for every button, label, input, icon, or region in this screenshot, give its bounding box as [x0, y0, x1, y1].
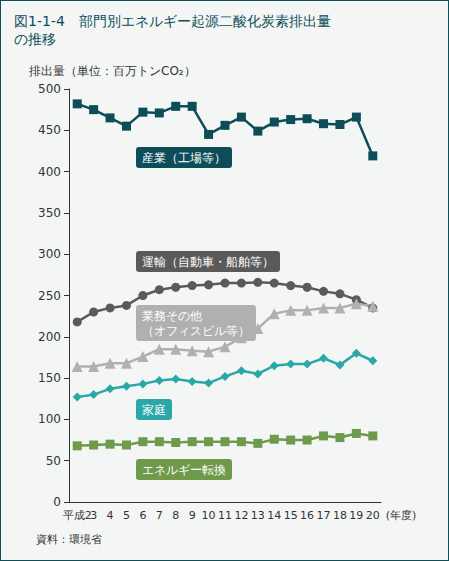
svg-text:12: 12 — [234, 509, 248, 522]
svg-text:500: 500 — [38, 82, 61, 96]
svg-text:13: 13 — [251, 509, 265, 522]
svg-text:250: 250 — [38, 289, 61, 303]
svg-text:産業（工場等）: 産業（工場等） — [142, 151, 226, 165]
svg-text:4: 4 — [107, 509, 114, 522]
svg-text:14: 14 — [267, 509, 281, 522]
svg-text:18: 18 — [333, 509, 347, 522]
svg-text:300: 300 — [38, 247, 61, 261]
svg-text:19: 19 — [349, 509, 363, 522]
svg-text:平成2: 平成2 — [63, 509, 92, 522]
svg-text:350: 350 — [38, 206, 61, 220]
svg-text:5: 5 — [123, 509, 130, 522]
svg-text:10: 10 — [202, 509, 216, 522]
svg-text:図1-1-4 部門別エネルギー起源二酸化炭素排出量: 図1-1-4 部門別エネルギー起源二酸化炭素排出量 — [14, 13, 331, 29]
svg-text:8: 8 — [172, 509, 179, 522]
svg-text:（オフィスビル等）: （オフィスビル等） — [142, 324, 250, 338]
svg-text:0: 0 — [53, 495, 61, 509]
svg-text:9: 9 — [189, 509, 196, 522]
svg-text:17: 17 — [317, 509, 331, 522]
svg-text:50: 50 — [46, 454, 61, 468]
svg-text:11: 11 — [218, 509, 232, 522]
svg-text:450: 450 — [38, 123, 61, 137]
svg-text:(年度): (年度) — [386, 509, 417, 522]
svg-text:200: 200 — [38, 330, 61, 344]
svg-text:100: 100 — [38, 412, 61, 426]
svg-text:400: 400 — [38, 165, 61, 179]
svg-text:業務その他: 業務その他 — [142, 309, 202, 323]
svg-text:排出量（単位：百万トンCO₂）: 排出量（単位：百万トンCO₂） — [29, 64, 196, 78]
svg-text:7: 7 — [156, 509, 163, 522]
svg-text:資料：環境省: 資料：環境省 — [36, 533, 102, 546]
svg-text:3: 3 — [90, 509, 97, 522]
svg-text:の推移: の推移 — [14, 31, 56, 47]
svg-text:運輸（自動車・船舶等）: 運輸（自動車・船舶等） — [142, 255, 274, 269]
svg-text:6: 6 — [139, 509, 146, 522]
svg-text:エネルギー転換: エネルギー転換 — [142, 463, 226, 477]
svg-text:16: 16 — [300, 509, 314, 522]
svg-text:150: 150 — [38, 371, 61, 385]
svg-text:20: 20 — [366, 509, 380, 522]
svg-text:15: 15 — [284, 509, 298, 522]
svg-text:家庭: 家庭 — [142, 403, 166, 417]
